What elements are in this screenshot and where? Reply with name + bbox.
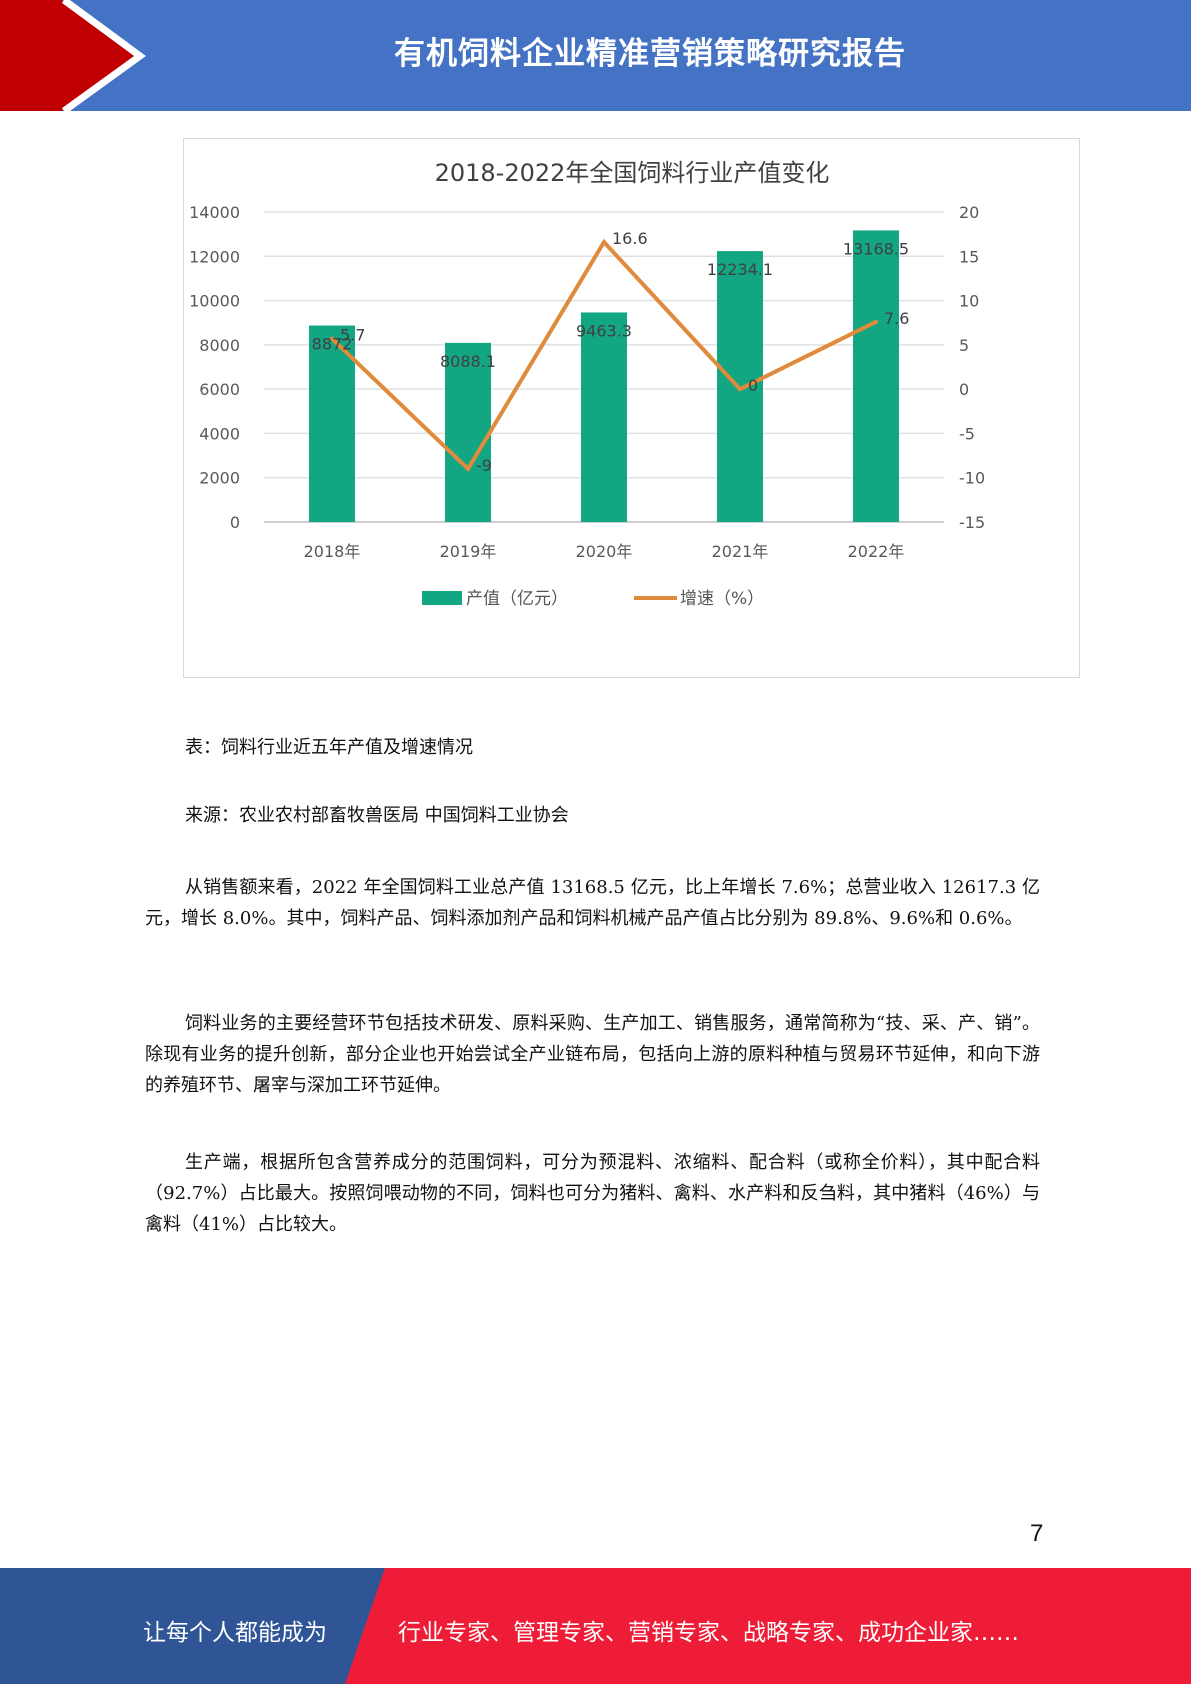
page-header: 有机饲料企业精准营销策略研究报告 [0,0,1191,114]
line-data-label: 0 [748,376,758,395]
paragraph-business: 饲料业务的主要经营环节包括技术研发、原料采购、生产加工、销售服务，通常简称为“技… [145,1008,1040,1101]
legend-bar-swatch [422,591,462,605]
right-axis-tick: 15 [959,247,979,266]
line-data-label: -9 [476,456,492,475]
left-axis-tick: 2000 [199,469,240,488]
x-axis-tick: 2022年 [848,542,905,561]
bar-2020年 [581,312,627,522]
right-axis-tick: 10 [959,292,979,311]
x-axis-tick: 2018年 [304,542,361,561]
bar-data-label: 8872 [312,335,353,354]
paragraph-text: 饲料业务的主要经营环节包括技术研发、原料采购、生产加工、销售服务，通常简称为“技… [145,1013,1040,1096]
legend-bar-label: 产值（亿元） [466,589,568,609]
bar-data-label: 13168.5 [843,239,909,258]
growth-point [330,336,334,341]
paragraph-text: 从销售额来看，2022 年全国饲料工业总产值 13168.5 亿元，比上年增长 … [145,877,1040,929]
report-title: 有机饲料企业精准营销策略研究报告 [394,36,906,72]
line-data-label: 7.6 [884,309,909,328]
source-caption: 来源：农业农村部畜牧兽医局 中国饲料工业协会 [185,805,569,826]
left-axis-tick: 0 [230,513,240,532]
growth-point [738,387,742,392]
right-axis-tick: -5 [959,424,975,443]
footer-slogan-right: 行业专家、管理专家、营销专家、战略专家、成功企业家…… [398,1620,1019,1646]
right-axis-tick: 0 [959,380,969,399]
x-axis-tick: 2019年 [440,542,497,561]
x-axis-tick: 2020年 [576,542,633,561]
line-data-label: 16.6 [612,229,648,248]
growth-point [602,240,606,245]
left-axis-tick: 10000 [189,292,240,311]
bar-data-label: 9463.3 [576,321,632,340]
left-axis-tick: 12000 [189,247,240,266]
bar-2019年 [445,342,491,522]
line-data-label: 5.7 [340,326,365,345]
left-axis-tick: 6000 [199,380,240,399]
right-axis-tick: 5 [959,336,969,355]
chart-figure: 2018-2022年全国饲料行业产值变化 8872 5.7 8088.1 -9 9463… [183,138,1080,678]
right-axis-tick: 20 [959,203,979,222]
bar-2022年 [853,230,899,522]
header-banner [0,0,1191,114]
paragraph-sales: 从销售额来看，2022 年全国饲料工业总产值 13168.5 亿元，比上年增长 … [145,872,1040,934]
paragraph-production: 生产端，根据所包含营养成分的范围饲料，可分为预混料、浓缩料、配合料（或称全价料）… [145,1147,1040,1240]
page-footer [0,1568,1191,1684]
x-axis-tick: 2021年 [712,542,769,561]
legend: 产值（亿元） 增速（%） [422,589,764,609]
bar-data-label: 8088.1 [440,352,496,371]
growth-point [874,319,878,324]
left-axis-tick: 14000 [189,203,240,222]
left-axis-tick: 4000 [199,424,240,443]
page-number: 7 [1030,1520,1044,1547]
left-axis-tick: 8000 [199,336,240,355]
table-caption: 表：饲料行业近五年产值及增速情况 [185,737,473,758]
chart-title: 2018-2022年全国饲料行业产值变化 [435,159,830,187]
bar-data-label: 12234.1 [707,260,773,279]
right-axis-tick: -10 [959,469,985,488]
paragraph-text: 生产端，根据所包含营养成分的范围饲料，可分为预混料、浓缩料、配合料（或称全价料）… [145,1152,1040,1235]
right-axis-tick: -15 [959,513,985,532]
footer-slogan-left: 让每个人都能成为 [143,1620,327,1646]
growth-point [466,466,470,471]
legend-line-label: 增速（%） [680,589,764,609]
footer-banner [0,1568,1191,1684]
bar-2018年 [309,325,355,522]
